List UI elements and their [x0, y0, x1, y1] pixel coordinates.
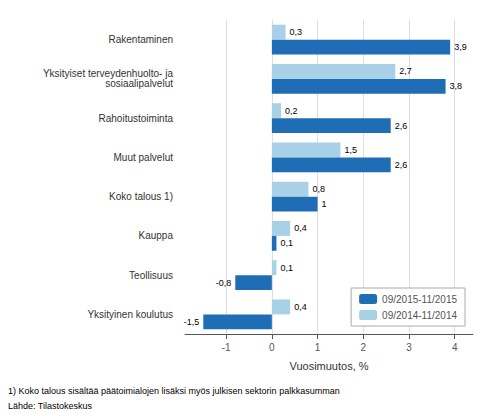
svg-text:sosiaalipalvelut: sosiaalipalvelut [105, 78, 173, 89]
svg-text:09/2015-11/2015: 09/2015-11/2015 [382, 294, 457, 305]
svg-text:0,3: 0,3 [290, 27, 303, 37]
svg-text:2: 2 [361, 342, 367, 353]
svg-text:0,4: 0,4 [294, 223, 307, 233]
svg-text:Lähde: Tilastokeskus: Lähde: Tilastokeskus [8, 401, 93, 411]
svg-text:2,7: 2,7 [399, 66, 412, 76]
svg-text:Koko talous 1): Koko talous 1) [109, 191, 173, 202]
svg-text:3,9: 3,9 [454, 42, 467, 52]
svg-text:3,8: 3,8 [450, 81, 463, 91]
svg-text:0: 0 [269, 342, 275, 353]
svg-text:-0,8: -0,8 [216, 278, 232, 288]
svg-text:Teollisuus: Teollisuus [129, 270, 173, 281]
svg-text:3: 3 [406, 342, 412, 353]
svg-text:-1: -1 [222, 342, 231, 353]
svg-text:1,5: 1,5 [344, 145, 357, 155]
svg-text:Kauppa: Kauppa [139, 230, 174, 241]
svg-text:Rakentaminen: Rakentaminen [109, 34, 173, 45]
svg-text:1: 1 [322, 199, 327, 209]
svg-text:Muut palvelut: Muut palvelut [114, 152, 174, 163]
svg-text:0,2: 0,2 [285, 106, 298, 116]
svg-text:1: 1 [315, 342, 321, 353]
svg-text:Vuosimuutos, %: Vuosimuutos, % [289, 360, 368, 372]
svg-text:Rahoitustoiminta: Rahoitustoiminta [99, 113, 174, 124]
svg-text:0,8: 0,8 [312, 184, 325, 194]
svg-text:2,6: 2,6 [395, 121, 408, 131]
svg-text:4: 4 [452, 342, 458, 353]
svg-text:Yksityiset terveydenhuolto- ja: Yksityiset terveydenhuolto- ja [42, 68, 173, 80]
svg-text:2,6: 2,6 [395, 160, 408, 170]
svg-text:Yksityinen koulutus: Yksityinen koulutus [87, 309, 173, 320]
svg-text:0,1: 0,1 [280, 263, 293, 273]
svg-text:0,4: 0,4 [294, 302, 307, 312]
svg-text:1) Koko talous sisältää päätoi: 1) Koko talous sisältää päätoimialojen l… [8, 386, 340, 396]
svg-text:09/2014-11/2014: 09/2014-11/2014 [382, 310, 457, 321]
svg-text:-1,5: -1,5 [184, 317, 200, 327]
svg-text:0,1: 0,1 [280, 238, 293, 248]
